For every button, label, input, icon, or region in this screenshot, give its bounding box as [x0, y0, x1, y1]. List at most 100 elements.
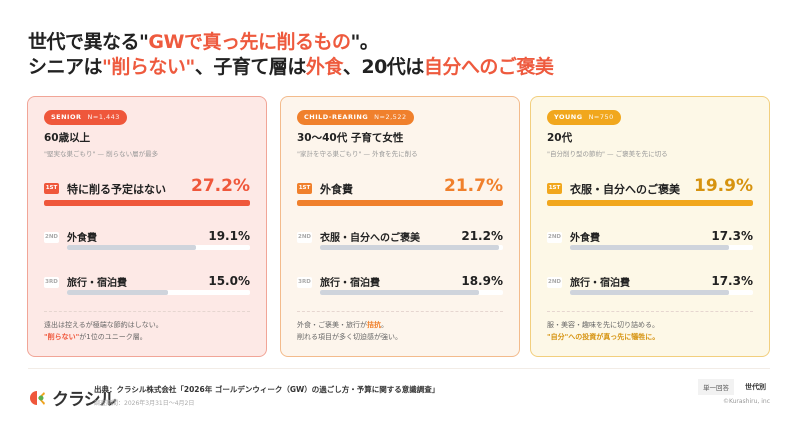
bar-fill [570, 245, 730, 250]
survey-period: 調査期間：2026年3月31日〜4月2日 [94, 400, 195, 407]
logo-text: クラシル [52, 390, 117, 410]
bar-track [297, 200, 503, 206]
highlight-text: 拮抗 [367, 321, 381, 329]
bar-fill [320, 290, 480, 295]
divider [28, 368, 770, 369]
segment-badge: YOUNG N=750 [547, 110, 621, 125]
bar-track [547, 200, 753, 206]
age-group: 60歳以上 [44, 132, 91, 144]
highlight-text: "削らない" [44, 333, 80, 341]
item-label: 旅行・宿泊費 [320, 278, 380, 289]
item-value: 27.2% [191, 176, 250, 196]
highlight-text: 外食 [305, 56, 344, 78]
headline-line2: シニアは"削らない"、子育て層は外食、20代は自分へのご褒美 [28, 55, 554, 80]
item-value: 18.9% [461, 274, 503, 288]
note: 外食・ご褒美・旅行が拮抗。削れる項目が多く切迫感が強い。 [297, 319, 402, 343]
bar-fill [44, 200, 250, 206]
bar-fill [67, 245, 196, 250]
bar-fill [547, 200, 753, 206]
segment-badge: CHILD-REARING N=2,522 [297, 110, 414, 125]
item-label: 衣服・自分へのご褒美 [570, 183, 680, 196]
text: "。 [350, 31, 379, 53]
subtitle: "堅実な巣ごもり" — 削らない層が最多 [44, 150, 159, 158]
text: 。 [381, 321, 388, 329]
bar-fill [67, 290, 168, 295]
item-label: 外食費 [570, 233, 600, 244]
item-label: 衣服・自分へのご褒美 [320, 233, 420, 244]
text: が1位のユニーク層。 [79, 333, 147, 341]
text: シニアは [28, 56, 103, 78]
text: 遠出は控えるが極端な節約はしない。 [44, 321, 163, 329]
bar-track [67, 290, 250, 295]
item-label: 旅行・宿泊費 [570, 278, 630, 289]
sample-size: N=2,522 [374, 113, 407, 121]
bar-fill [320, 245, 499, 250]
subtitle: "自分削り型の節約" — ご褒美を先に切る [547, 150, 668, 158]
highlight-text: 自分へのご褒美 [423, 56, 554, 78]
segment-badge: SENIOR N=1,443 [44, 110, 127, 125]
rank-badge: 2ND [547, 277, 562, 288]
tag-answer-type: 単一回答 [698, 379, 734, 395]
rank-badge: 1ST [297, 183, 312, 194]
rank-row: 1ST 特に削る予定はない 27.2% [44, 176, 250, 206]
text: 世代で異なる" [28, 31, 149, 53]
rank-row: 3RD 旅行・宿泊費 18.9% [297, 274, 503, 299]
rank-row: 2ND 衣服・自分へのご褒美 21.2% [297, 229, 503, 254]
note: 服・美容・趣味を先に切り詰める。 "自分"への投資が真っ先に犠牲に。 [547, 319, 659, 343]
item-value: 17.3% [711, 274, 753, 288]
copyright: ©Kurashiru, inc [722, 398, 770, 405]
text: 外食・ご褒美・旅行が [297, 321, 367, 329]
rank-row: 2ND 旅行・宿泊費 17.3% [547, 274, 753, 299]
rank-badge: 3RD [297, 277, 312, 288]
text: 服・美容・趣味を先に切り詰める。 [547, 321, 659, 329]
divider [547, 311, 753, 312]
tag-group: 世代別 [745, 383, 766, 391]
bar-track [320, 290, 503, 295]
source-text: 出典：クラシル株式会社「2026年 ゴールデンウィーク（GW）の過ごし方・予算に… [94, 385, 440, 394]
bar-track [44, 200, 250, 206]
item-value: 21.2% [461, 229, 503, 243]
logo-mark-icon [28, 389, 46, 407]
bar-track [320, 245, 503, 250]
subtitle: "家計を守る巣ごもり" — 外食を先に削る [297, 150, 418, 158]
rank-row: 3RD 旅行・宿泊費 15.0% [44, 274, 250, 299]
item-label: 外食費 [67, 233, 97, 244]
rank-badge: 2ND [547, 232, 562, 243]
text: 削れる項目が多く切迫感が強い。 [297, 333, 402, 341]
age-group: 30〜40代 子育て女性 [297, 132, 404, 144]
item-label: 特に削る予定はない [67, 183, 166, 196]
rank-row: 1ST 外食費 21.7% [297, 176, 503, 206]
rank-badge: 2ND [44, 232, 59, 243]
text: 、20代は [342, 56, 424, 78]
segment-label: SENIOR [51, 113, 82, 121]
kurashiru-logo: クラシル [28, 385, 117, 410]
item-value: 19.1% [208, 229, 250, 243]
divider [297, 311, 503, 312]
rank-row: 2ND 外食費 17.3% [547, 229, 753, 254]
headline-line1: 世代で異なる"GWで真っ先に削るもの"。 [28, 30, 553, 55]
item-value: 15.0% [208, 274, 250, 288]
bar-track [570, 245, 753, 250]
sample-size: N=1,443 [87, 113, 120, 121]
bar-track [67, 245, 250, 250]
segment-label: CHILD-REARING [304, 113, 369, 121]
divider [44, 311, 250, 312]
highlight-text: "自分"への投資が真っ先に犠牲に。 [547, 333, 660, 341]
bar-fill [297, 200, 503, 206]
rank-badge: 1ST [547, 183, 562, 194]
age-group: 20代 [547, 132, 573, 144]
sample-size: N=750 [588, 113, 614, 121]
note: 遠出は控えるが極端な節約はしない。 "削らない"が1位のユニーク層。 [44, 319, 163, 343]
rank-row: 1ST 衣服・自分へのご褒美 19.9% [547, 176, 753, 206]
item-value: 21.7% [444, 176, 503, 196]
rank-row: 2ND 外食費 19.1% [44, 229, 250, 254]
highlight-text: GWで真っ先に削るもの [148, 31, 351, 53]
bar-fill [570, 290, 730, 295]
highlight-text: "削らない" [102, 56, 195, 78]
headline: 世代で異なる"GWで真っ先に削るもの"。 シニアは"削らない"、子育て層は外食、… [28, 30, 554, 80]
rank-badge: 3RD [44, 277, 59, 288]
item-value: 17.3% [711, 229, 753, 243]
card-young: YOUNG N=750 20代 "自分削り型の節約" — ご褒美を先に切る 1ST… [530, 96, 770, 357]
card-child-rearing: CHILD-REARING N=2,522 30〜40代 子育て女性 "家計を守る… [280, 96, 520, 357]
bar-track [570, 290, 753, 295]
